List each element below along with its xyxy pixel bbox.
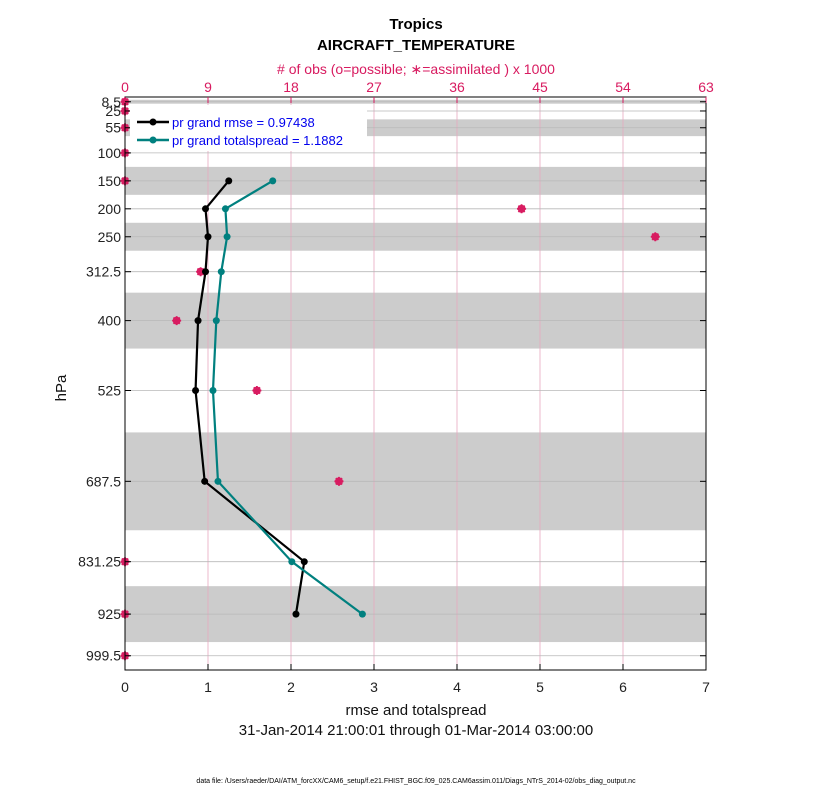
y-tick-label-9: 525: [98, 382, 122, 398]
top-axis-label: # of obs (o=possible; ∗=assimilated ) x …: [277, 61, 555, 77]
obs-assimilated-marker-9: [252, 385, 262, 395]
y-tick-label-12: 925: [98, 606, 122, 622]
chart-title: Tropics: [389, 16, 442, 33]
series-0-point-1: [202, 205, 210, 213]
series-0-point-7: [300, 558, 308, 566]
y-tick-label-7: 312.5: [86, 264, 121, 280]
x-tick-label-6: 6: [619, 679, 627, 695]
series-0-point-6: [201, 477, 209, 485]
series-lines: [192, 177, 366, 618]
chart-subtitle: AIRCRAFT_TEMPERATURE: [317, 37, 515, 54]
x-tick-label-1: 1: [204, 679, 212, 695]
y-tick-label-11: 831.25: [78, 554, 121, 570]
y-tick-label-2: 55: [105, 120, 121, 136]
series-1-point-4: [212, 317, 220, 325]
legend-label-rmse: pr grand rmse = 0.97438: [172, 115, 315, 130]
series-1-point-1: [221, 205, 229, 213]
series-1-point-6: [214, 477, 222, 485]
y-tick-label-3: 100: [98, 145, 122, 161]
series-0-point-3: [202, 268, 210, 276]
top-tick-label-5: 45: [532, 79, 548, 95]
series-0-point-2: [204, 233, 212, 241]
y-tick-label-4: 150: [98, 173, 122, 189]
x-tick-label-4: 4: [453, 679, 461, 695]
legend-box: [130, 105, 367, 151]
top-tick-label-2: 18: [283, 79, 299, 95]
legend-label-totalspread: pr grand totalspread = 1.1882: [172, 133, 343, 148]
top-tick-label-4: 36: [449, 79, 465, 95]
x-tick-label-3: 3: [370, 679, 378, 695]
x-tick-label-2: 2: [287, 679, 295, 695]
x-tick-label-5: 5: [536, 679, 544, 695]
legend: pr grand rmse = 0.97438 pr grand totalsp…: [130, 105, 367, 151]
top-tick-label-1: 9: [204, 79, 212, 95]
y-tick-label-6: 250: [98, 229, 122, 245]
series-1-point-5: [209, 386, 217, 394]
obs-assimilated-marker-7: [196, 267, 206, 277]
y-tick-label-8: 400: [98, 313, 122, 329]
obs-assimilated-marker-8: [172, 316, 182, 326]
series-0-point-0: [225, 177, 233, 185]
y-tick-label-0: 8.5: [102, 94, 122, 110]
obs-assimilated-marker-6: [650, 232, 660, 242]
obs-assimilated-marker-5: [517, 204, 527, 214]
plot-frame: [124, 96, 707, 671]
top-tick-label-7: 63: [698, 79, 714, 95]
series-0-point-5: [192, 386, 200, 394]
y-tick-label-1: 25: [105, 103, 121, 119]
series-1-point-0: [269, 177, 277, 185]
x-axis-label: rmse and totalspread: [346, 702, 487, 719]
top-tick-label-6: 54: [615, 79, 631, 95]
series-1-point-7: [288, 558, 296, 566]
x-tick-label-0: 0: [121, 679, 129, 695]
y-tick-label-13: 999.5: [86, 648, 121, 664]
top-axis-ticks: 0 9 18 27 36 45 54 63: [121, 79, 714, 103]
x-tick-label-7: 7: [702, 679, 710, 695]
obs-assimilated-marker-10: [334, 476, 344, 486]
legend-marker-rmse: [149, 118, 157, 126]
y-tick-label-5: 200: [98, 201, 122, 217]
grid-lines: [125, 97, 706, 670]
series-1-point-3: [217, 268, 225, 276]
data-file-footer: data file: /Users/raeder/DAI/ATM_forcXX/…: [196, 778, 636, 785]
date-range-label: 31-Jan-2014 21:00:01 through 01-Mar-2014…: [239, 722, 593, 739]
series-0-point-4: [194, 317, 202, 325]
series-1-point-8: [358, 610, 366, 618]
top-tick-label-3: 27: [366, 79, 382, 95]
legend-marker-totalspread: [149, 136, 157, 144]
y-axis-label: hPa: [53, 374, 70, 401]
top-tick-label-0: 0: [121, 79, 129, 95]
y-tick-label-10: 687.5: [86, 473, 121, 489]
x-axis-ticks: 0 1 2 3 4 5 6 7: [121, 664, 710, 695]
series-1-point-2: [223, 233, 231, 241]
series-0-point-8: [292, 610, 300, 618]
